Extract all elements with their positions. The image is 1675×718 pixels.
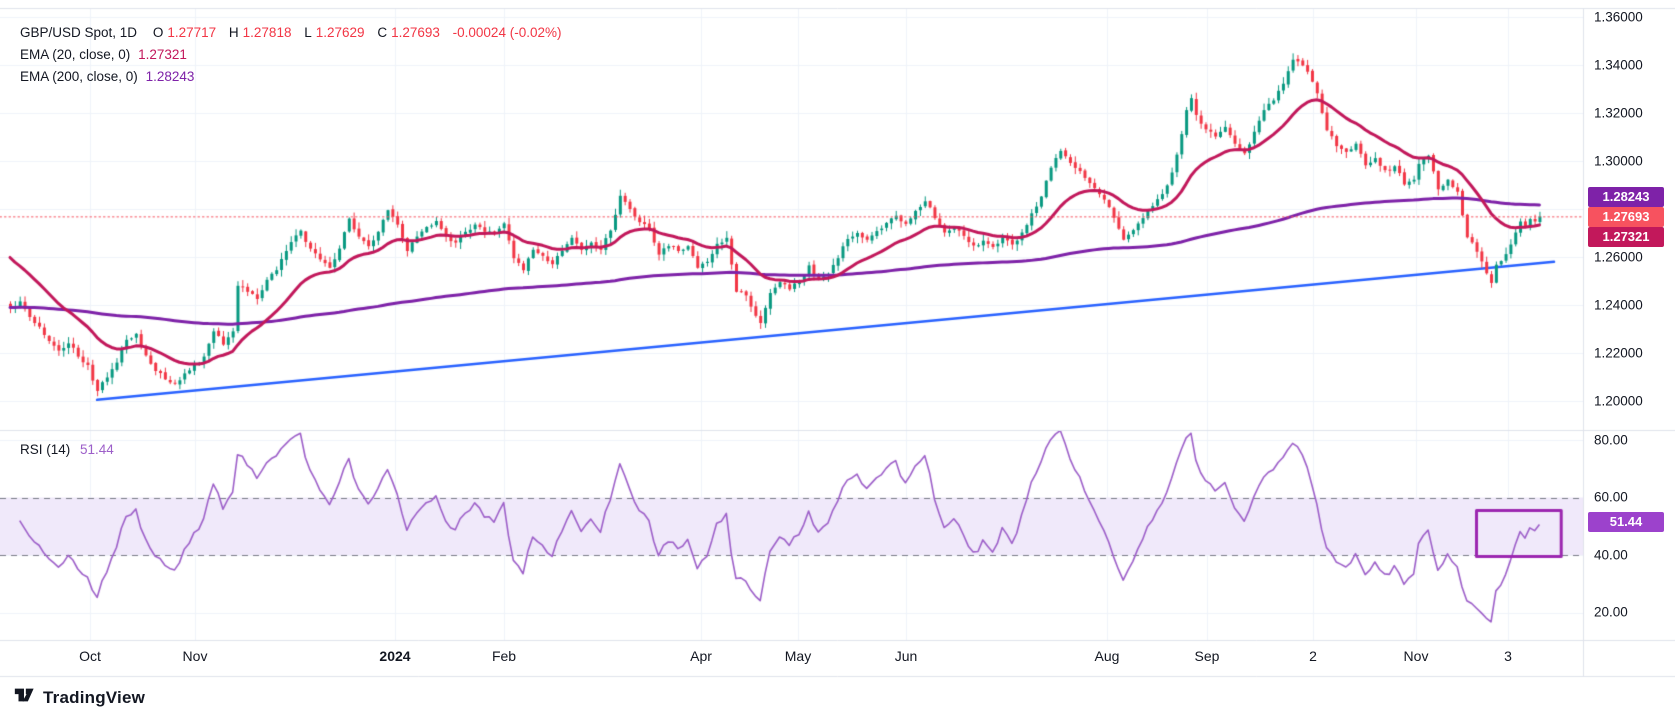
rsi-tick: 20.00 — [1594, 604, 1628, 620]
rsi-tick: 80.00 — [1594, 432, 1628, 448]
time-tick: Sep — [1194, 648, 1220, 664]
price-tick: 1.32000 — [1594, 105, 1643, 121]
time-tick: 3 — [1504, 648, 1512, 664]
last-price-badge: 1.27693 — [1588, 207, 1664, 227]
ema20-legend-row: EMA (20, close, 0) 1.27321 — [20, 44, 565, 66]
rsi-value-badge: 51.44 — [1588, 512, 1664, 532]
price-tick: 1.20000 — [1594, 393, 1643, 409]
price-tick: 1.36000 — [1594, 9, 1643, 25]
ohlc-row: GBP/USD Spot, 1D O 1.27717 H 1.27818 L 1.27… — [20, 22, 565, 44]
symbol-legend[interactable]: GBP/USD Spot, 1D O 1.27717 H 1.27818 L 1.27… — [20, 22, 565, 88]
rsi-tick: 40.00 — [1594, 547, 1628, 563]
price-tick: 1.34000 — [1594, 57, 1643, 73]
time-tick-year: 2024 — [379, 648, 411, 664]
ema200-label: EMA (200, close, 0) — [20, 69, 138, 84]
time-tick: Jun — [894, 648, 918, 664]
rsi-label: RSI (14) — [20, 442, 71, 457]
time-tick: Aug — [1094, 648, 1120, 664]
time-tick: 2 — [1309, 648, 1317, 664]
high-label: H — [228, 25, 239, 40]
time-tick: May — [784, 648, 812, 664]
open-label: O — [152, 25, 164, 40]
time-tick: Feb — [491, 648, 517, 664]
low-label: L — [304, 25, 312, 40]
price-chart-canvas[interactable] — [0, 0, 1675, 678]
price-tick: 1.24000 — [1594, 297, 1643, 313]
ema20-label: EMA (20, close, 0) — [20, 47, 131, 62]
close-value: 1.27693 — [391, 25, 440, 40]
tradingview-brand-text: TradingView — [43, 687, 146, 707]
ema20-price-badge: 1.27321 — [1588, 227, 1664, 247]
ema200-legend-row: EMA (200, close, 0) 1.28243 — [20, 66, 565, 88]
ema20-value: 1.27321 — [138, 47, 187, 62]
tradingview-logo-icon — [13, 684, 35, 711]
rsi-legend[interactable]: RSI (14) 51.44 — [20, 442, 120, 457]
open-value: 1.27717 — [167, 25, 217, 40]
ema200-price-badge: 1.28243 — [1588, 187, 1664, 207]
rsi-tick: 60.00 — [1594, 489, 1628, 505]
price-tick: 1.26000 — [1594, 249, 1643, 265]
price-tick: 1.30000 — [1594, 153, 1643, 169]
close-label: C — [377, 25, 388, 40]
tradingview-attribution[interactable]: TradingView — [13, 684, 145, 711]
price-tick: 1.22000 — [1594, 345, 1643, 361]
time-tick: Nov — [1403, 648, 1429, 664]
time-tick: Nov — [182, 648, 208, 664]
time-tick: Oct — [79, 648, 101, 664]
rsi-value: 51.44 — [80, 442, 114, 457]
time-tick: Apr — [690, 648, 712, 664]
change-value: -0.00024 (-0.02%) — [452, 25, 562, 40]
low-value: 1.27629 — [315, 25, 365, 40]
symbol-title: GBP/USD Spot, 1D — [20, 25, 138, 40]
ema200-value: 1.28243 — [145, 69, 195, 84]
high-value: 1.27818 — [242, 25, 292, 40]
